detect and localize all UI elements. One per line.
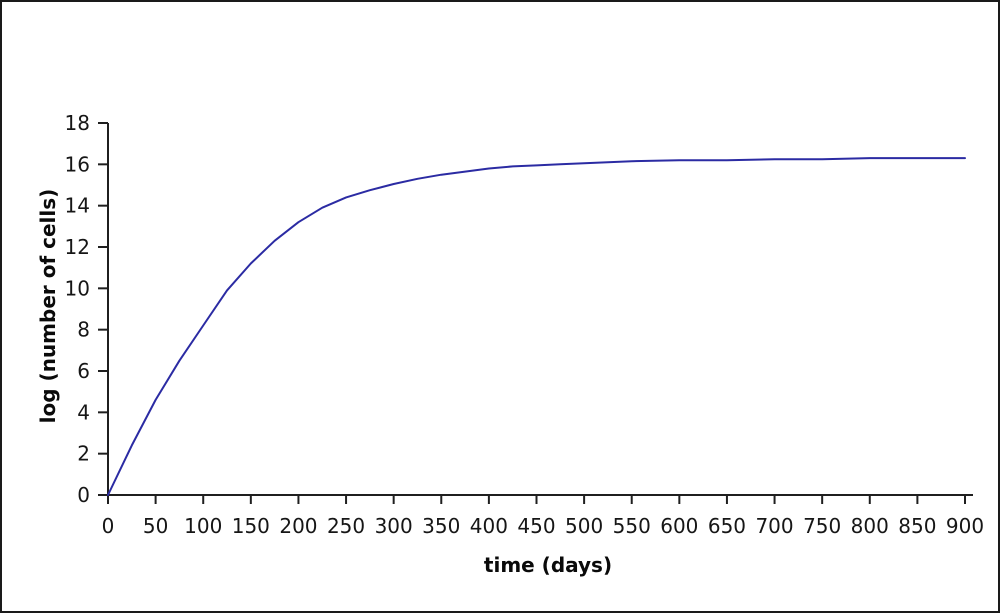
x-tick-label: 400 — [470, 514, 508, 538]
x-tick-label: 900 — [946, 514, 984, 538]
x-tick-label: 350 — [422, 514, 460, 538]
x-tick-label: 200 — [279, 514, 317, 538]
x-tick-label: 550 — [613, 514, 651, 538]
x-tick-label: 250 — [327, 514, 365, 538]
y-tick-label: 6 — [77, 359, 90, 383]
x-tick-label: 800 — [851, 514, 889, 538]
growth-curve-line — [107, 157, 966, 496]
x-tick-label: 450 — [517, 514, 555, 538]
y-tick-label: 18 — [65, 111, 90, 135]
y-tick-label: 14 — [65, 194, 90, 218]
y-tick-label: 12 — [65, 235, 90, 259]
x-tick-label: 700 — [755, 514, 793, 538]
y-tick-label: 8 — [77, 318, 90, 342]
axis-lines — [107, 123, 973, 496]
x-tick-label: 600 — [660, 514, 698, 538]
y-tick-label: 4 — [77, 400, 90, 424]
x-tick-label: 850 — [898, 514, 936, 538]
x-tick-label: 50 — [143, 514, 168, 538]
x-axis-title: time (days) — [483, 553, 613, 577]
y-tick-label: 2 — [77, 442, 90, 466]
x-tick-label: 300 — [375, 514, 413, 538]
x-tick-label: 750 — [803, 514, 841, 538]
y-tick-label: 16 — [65, 152, 90, 176]
x-tick-label: 0 — [102, 514, 115, 538]
y-tick-label: 10 — [65, 276, 90, 300]
x-tick-label: 150 — [232, 514, 270, 538]
x-tick-label: 100 — [184, 514, 222, 538]
y-tick-label: 0 — [77, 483, 90, 507]
y-axis-title: log (number of cells) — [36, 188, 60, 424]
x-tick-label: 500 — [565, 514, 603, 538]
x-tick-label: 650 — [708, 514, 746, 538]
